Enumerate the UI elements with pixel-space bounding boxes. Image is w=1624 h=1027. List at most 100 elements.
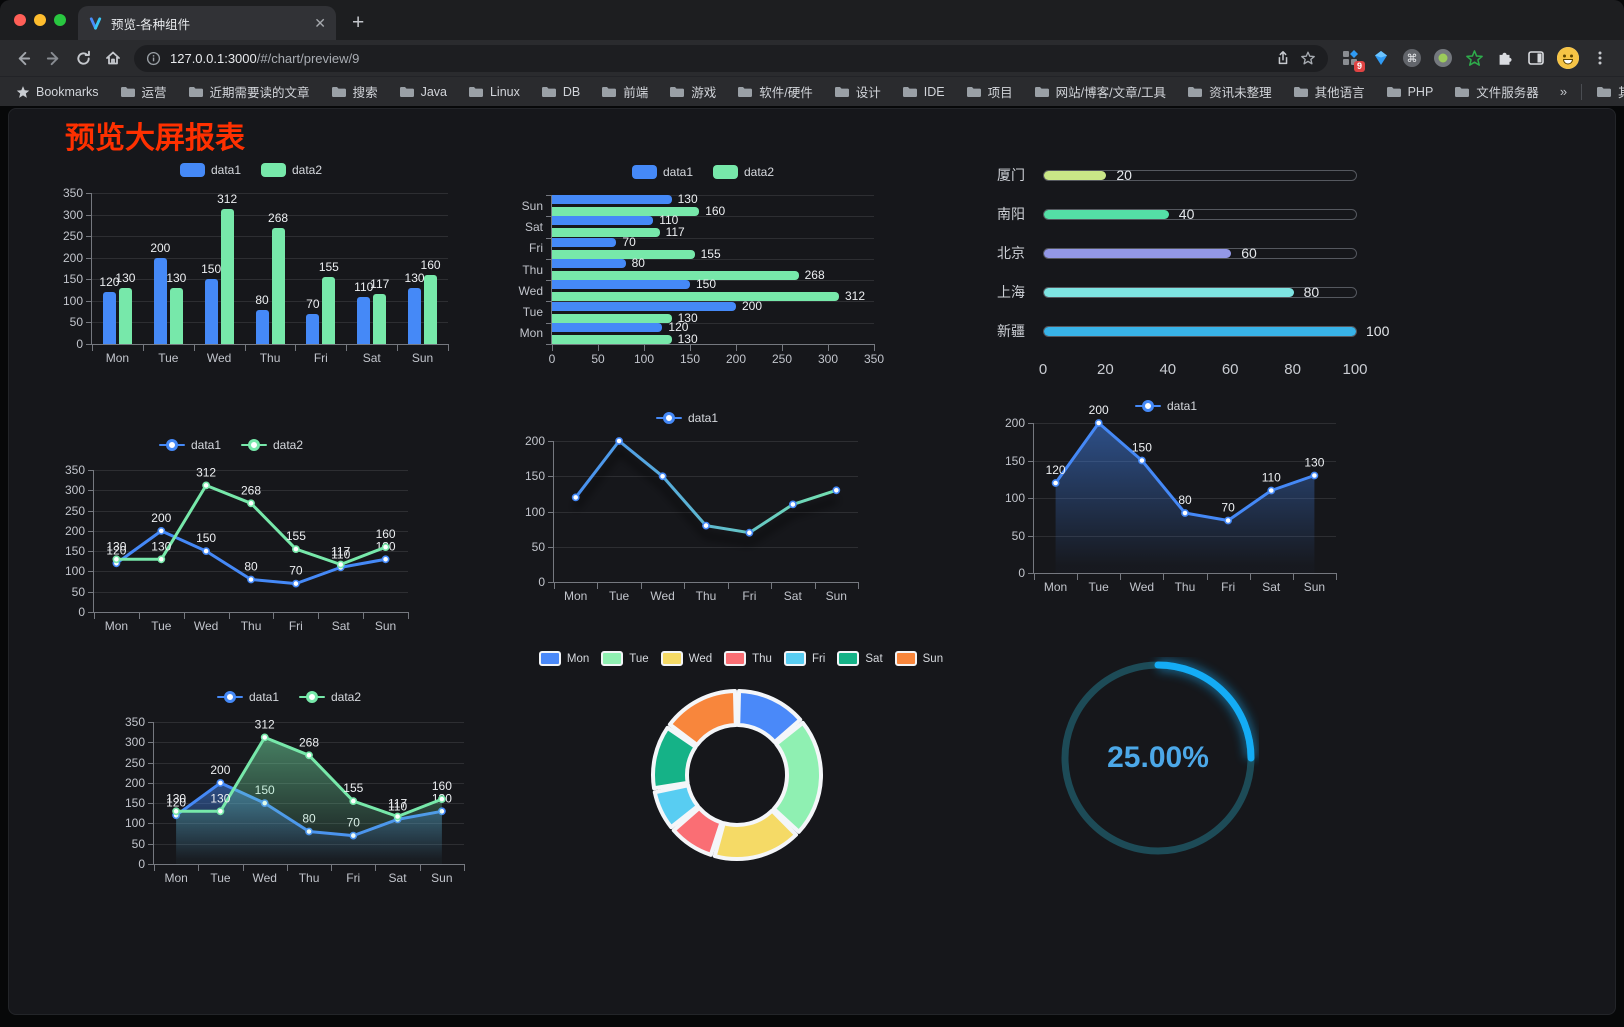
legend-swatch bbox=[631, 165, 657, 179]
legend-item[interactable]: data1 bbox=[179, 163, 241, 177]
back-icon[interactable] bbox=[8, 44, 38, 72]
new-tab-button[interactable]: + bbox=[352, 11, 365, 34]
bookmark-folder-item[interactable]: Linux bbox=[468, 85, 520, 99]
bookmark-folder-item[interactable]: 设计 bbox=[834, 82, 881, 101]
plot-area[interactable]: 0 50 100 150 200 Mon Tue Wed Thu Fri Sat Sun 120 200 1… bbox=[1005, 403, 1337, 594]
legend-item[interactable]: Mon bbox=[538, 651, 589, 666]
green-star-icon[interactable] bbox=[1464, 48, 1484, 68]
pie-slice bbox=[712, 808, 799, 862]
svg-text:268: 268 bbox=[299, 735, 319, 749]
bookmark-folder-item[interactable]: 运营 bbox=[120, 82, 167, 101]
chart-line-dual[interactable]: data1 data2 0 50 100 150 200 250 300 350 Mon Tue Wed… bbox=[47, 432, 415, 640]
legend-item[interactable]: Sat bbox=[837, 651, 883, 666]
puzzle-extensions-icon[interactable] bbox=[1495, 48, 1515, 68]
record-circle-icon[interactable] bbox=[1433, 48, 1453, 68]
legend-item[interactable]: Tue bbox=[601, 651, 649, 666]
progress-track: 20 bbox=[1043, 167, 1357, 183]
svg-text:155: 155 bbox=[286, 529, 306, 543]
bookmarks-manager-item[interactable]: Bookmarks bbox=[16, 85, 99, 99]
gem-icon[interactable] bbox=[1371, 48, 1391, 68]
close-window-button[interactable] bbox=[14, 14, 26, 26]
site-info-icon[interactable] bbox=[146, 51, 161, 66]
legend-item[interactable]: data2 bbox=[713, 165, 774, 179]
legend-item[interactable]: data1 bbox=[631, 165, 693, 179]
bookmark-folder-item[interactable]: DB bbox=[541, 85, 580, 99]
bookmark-folder-item[interactable]: PHP bbox=[1386, 85, 1433, 99]
maximize-window-button[interactable] bbox=[54, 14, 66, 26]
legend-item[interactable]: data1 bbox=[216, 690, 279, 704]
plot-area[interactable]: 0 50 100 150 200 250 300 350 Mon Tue Wed Thu Fri Sat S… bbox=[65, 463, 409, 633]
legend-item[interactable]: Sun bbox=[894, 651, 943, 666]
svg-text:268: 268 bbox=[241, 483, 261, 497]
chart-line-gradient[interactable]: data1 0 50 100 150 200 Mon Tue Wed Thu Fri Sat Sun bbox=[507, 405, 867, 610]
progress-value: 20 bbox=[1116, 167, 1132, 183]
legend-item[interactable]: data2 bbox=[261, 163, 322, 177]
tab-close-icon[interactable]: ✕ bbox=[314, 15, 326, 31]
bookmark-folder-item[interactable]: 网站/博客/文章/工具 bbox=[1034, 82, 1166, 101]
chart-progress-bars[interactable]: 厦门 20 南阳 40 北京 60 上海 80 新疆 100 0 20 40 60 80 100 bbox=[997, 167, 1390, 378]
legend-item[interactable]: Wed bbox=[660, 651, 712, 666]
minimize-window-button[interactable] bbox=[34, 14, 46, 26]
legend-item[interactable]: data1 bbox=[655, 411, 718, 425]
progress-row: 南阳 40 bbox=[997, 204, 1357, 224]
profile-avatar[interactable] bbox=[1557, 47, 1579, 69]
chart-gauge[interactable]: 25.00% bbox=[1057, 655, 1259, 863]
plot-area[interactable]: 0 50 100 150 200 250 300 350 Mon Tue Wed Thu Fri Sat S… bbox=[125, 715, 465, 885]
home-icon[interactable] bbox=[98, 44, 128, 72]
bookmark-folder-item[interactable]: 文件服务器 bbox=[1454, 82, 1539, 101]
chart-area-dual[interactable]: data1 data2 0 50 100 150 200 250 300 350 Mon Tue Wed… bbox=[107, 684, 471, 892]
bookmark-folder-item[interactable]: 搜索 bbox=[331, 82, 378, 101]
bookmark-folder-item[interactable]: 游戏 bbox=[669, 82, 716, 101]
legend-item[interactable]: data2 bbox=[241, 438, 303, 452]
bookmark-folder-item[interactable]: 其他语言 bbox=[1293, 82, 1365, 101]
svg-text:130: 130 bbox=[106, 539, 126, 553]
plot-area[interactable]: Sun 130 160 Sat 110 117 Fri 70 155 Thu 80 268 Wed 150… bbox=[518, 192, 885, 366]
progress-value: 80 bbox=[1303, 284, 1320, 300]
progress-fill bbox=[1044, 326, 1356, 336]
chart-legend: data1 bbox=[989, 399, 1343, 413]
chart-bar-grouped[interactable]: data1 data2 0 50 100 150 200 250 300 350 Mon Tue Wed… bbox=[45, 157, 457, 372]
reload-icon[interactable] bbox=[68, 44, 98, 72]
bookmark-folder-item[interactable]: Java bbox=[399, 85, 447, 99]
ext-grid-icon[interactable]: 9 bbox=[1340, 48, 1365, 72]
progress-label: 厦门 bbox=[997, 167, 1025, 183]
chart-donut[interactable]: Mon Tue Wed Thu Fri Sat Sun bbox=[538, 645, 943, 880]
other-bookmarks-folder[interactable]: 其他书签 bbox=[1596, 82, 1624, 101]
legend-swatch bbox=[538, 651, 561, 666]
legend-item[interactable]: Thu bbox=[724, 651, 772, 666]
chart-bar-horizontal[interactable]: data1 data2 Sun 130 160 Sat 110 117 Fri 70 155 Thu 8… bbox=[507, 159, 899, 372]
bookmark-star-icon[interactable] bbox=[1300, 50, 1316, 66]
svg-text:80: 80 bbox=[244, 560, 258, 574]
chart-area-single[interactable]: data1 0 50 100 150 200 Mon Tue Wed Thu Fri Sat Sun 12… bbox=[989, 393, 1343, 599]
bookmark-folder-item[interactable]: 项目 bbox=[966, 82, 1013, 101]
forward-icon[interactable] bbox=[38, 44, 68, 72]
legend-item[interactable]: data2 bbox=[299, 690, 361, 704]
command-circle-icon[interactable]: ⌘ bbox=[1402, 48, 1422, 68]
bookmark-folder-item[interactable]: 近期需要读的文章 bbox=[188, 82, 310, 101]
menu-dots-icon[interactable] bbox=[1590, 48, 1610, 68]
plot-area[interactable]: 0 50 100 150 200 Mon Tue Wed Thu Fri Sat Sun bbox=[525, 434, 859, 603]
side-panel-icon[interactable] bbox=[1526, 48, 1546, 68]
bookmark-folder-item[interactable]: 资讯未整理 bbox=[1187, 82, 1272, 101]
folder-icon bbox=[1455, 86, 1470, 97]
bookmark-folder-item[interactable]: 软件/硬件 bbox=[737, 82, 813, 101]
bar bbox=[153, 257, 167, 344]
svg-text:110: 110 bbox=[388, 799, 407, 813]
address-bar[interactable]: 127.0.0.1:3000/#/chart/preview/9 bbox=[134, 44, 1328, 72]
folder-icon bbox=[1293, 86, 1308, 97]
plot-area[interactable]: 0 50 100 150 200 250 300 350 Mon Tue Wed Thu Fri Sat S… bbox=[63, 186, 449, 365]
progress-fill bbox=[1044, 209, 1169, 219]
legend-item[interactable]: data1 bbox=[158, 438, 221, 452]
progress-track: 60 bbox=[1043, 245, 1357, 261]
legend-item[interactable]: Fri bbox=[783, 651, 825, 666]
browser-tab[interactable]: 预览-各种组件 ✕ bbox=[78, 6, 336, 40]
folder-icon bbox=[966, 86, 981, 97]
bookmark-folder-item[interactable]: IDE bbox=[902, 85, 945, 99]
bookmark-folder-item[interactable]: 前端 bbox=[601, 82, 648, 101]
legend-item[interactable]: data1 bbox=[1134, 399, 1197, 413]
bar bbox=[552, 259, 626, 269]
folder-icon bbox=[834, 86, 849, 97]
share-icon[interactable] bbox=[1275, 50, 1291, 66]
bookmarks-overflow-chevron[interactable]: » bbox=[1559, 84, 1568, 99]
page-content: 预览大屏报表 data1 data2 0 50 100 150 200 250 300 350 Mo… bbox=[0, 106, 1624, 1027]
